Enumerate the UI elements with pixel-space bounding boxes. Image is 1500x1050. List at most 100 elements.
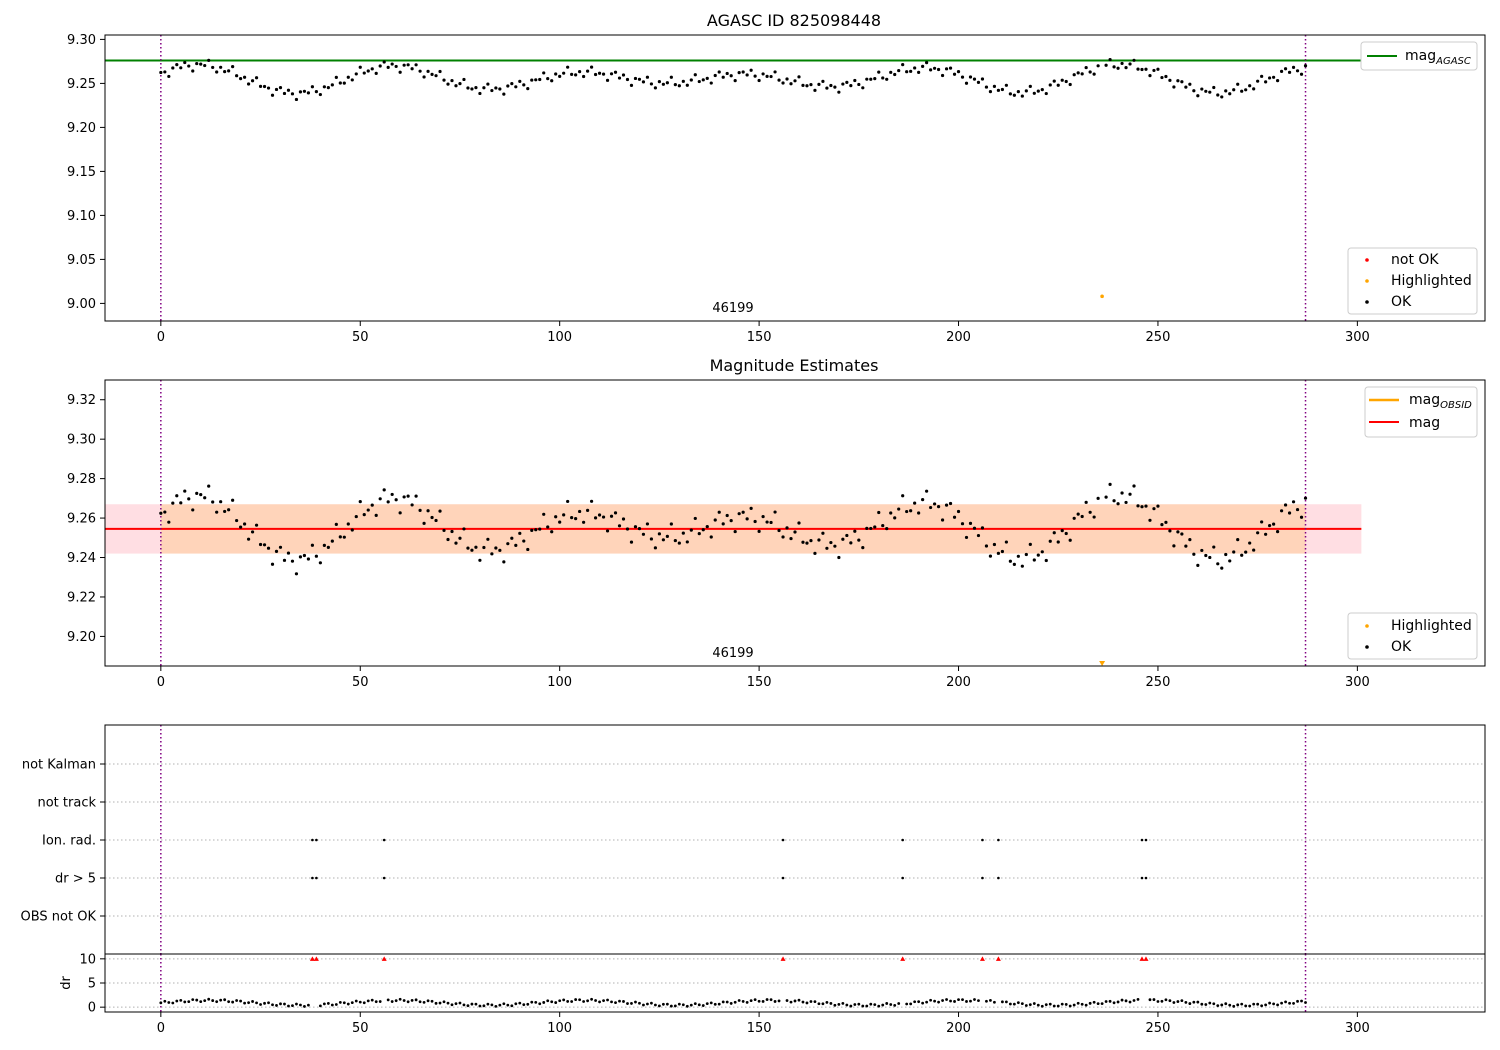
ok-point <box>1200 548 1204 553</box>
ok-point <box>506 542 510 546</box>
dr-point <box>1056 1004 1060 1008</box>
ok-point <box>374 513 378 517</box>
ok-point <box>254 76 259 80</box>
ok-point <box>1188 82 1192 86</box>
ok-point <box>697 532 701 536</box>
ok-point <box>342 535 346 539</box>
ok-point <box>434 74 438 78</box>
ok-point <box>685 540 689 544</box>
x-tick-label: 0 <box>157 330 165 345</box>
ok-point <box>837 90 841 94</box>
dr-point <box>1156 1000 1160 1003</box>
ok-point <box>203 496 207 500</box>
dr-point <box>522 1003 526 1007</box>
dr-point <box>494 1004 498 1008</box>
dr-point <box>837 1002 841 1006</box>
dr-clipped-point <box>309 956 315 961</box>
dr-point <box>482 1004 486 1008</box>
dr-point <box>546 999 550 1003</box>
ok-point <box>450 78 454 83</box>
dr-point <box>251 1000 254 1003</box>
ok-point <box>298 555 303 559</box>
dr-point <box>801 1000 805 1004</box>
ok-point <box>310 543 314 547</box>
dr-point <box>949 999 952 1003</box>
ok-point <box>242 522 247 526</box>
ok-point <box>821 531 825 535</box>
ok-point <box>925 61 929 65</box>
dr-point <box>945 998 948 1001</box>
ok-point <box>286 88 291 92</box>
highlighted-point <box>1099 661 1106 667</box>
ok-point <box>538 527 542 531</box>
dr-point <box>414 998 418 1002</box>
ok-point <box>1188 538 1192 542</box>
dr-point <box>1116 1000 1120 1004</box>
ok-point <box>960 522 965 526</box>
dr-point <box>239 999 243 1003</box>
ok-point <box>578 70 582 74</box>
ok-point <box>721 522 725 526</box>
ok-point <box>657 532 661 536</box>
ok-point <box>936 505 941 509</box>
dr-point <box>1068 1004 1072 1008</box>
legend-marker-not-ok <box>1365 258 1369 262</box>
flag-point <box>382 838 386 842</box>
dr-point <box>534 1001 538 1004</box>
ok-point <box>1208 90 1212 94</box>
ok-point <box>1287 70 1292 74</box>
ok-point <box>717 510 721 514</box>
ok-point <box>633 76 638 81</box>
ok-point <box>534 528 538 532</box>
ok-point <box>518 79 522 84</box>
dr-point <box>646 1002 649 1006</box>
ok-point <box>442 528 446 533</box>
ok-point <box>753 74 757 78</box>
ok-point <box>641 532 646 536</box>
ok-point <box>1180 80 1184 84</box>
ok-point <box>1256 79 1260 83</box>
dr-point <box>661 1002 665 1006</box>
ok-point <box>913 501 917 505</box>
dr-point <box>1164 998 1168 1002</box>
ok-point <box>733 529 737 534</box>
ok-point <box>410 503 414 507</box>
ok-point <box>1268 76 1272 80</box>
ok-point <box>1291 500 1296 504</box>
ok-point <box>334 75 338 79</box>
ok-point <box>893 516 897 520</box>
ok-point <box>514 543 518 548</box>
ok-point <box>274 549 279 553</box>
ok-point <box>514 85 518 89</box>
ok-point <box>1176 530 1180 534</box>
ok-point <box>195 61 199 66</box>
dr-point <box>1180 999 1184 1003</box>
dr-point <box>929 998 933 1002</box>
ok-point <box>322 543 326 548</box>
ok-point <box>306 91 311 95</box>
ok-point <box>921 498 925 502</box>
dr-point <box>390 1000 394 1003</box>
ok-point <box>235 74 239 78</box>
ok-point <box>462 527 466 531</box>
ok-point <box>366 508 370 512</box>
ok-point <box>1036 89 1040 93</box>
dr-point <box>1300 999 1303 1003</box>
dr-clipped-point <box>979 956 985 961</box>
ok-point <box>1160 523 1164 527</box>
ok-point <box>1264 532 1268 536</box>
legend-marker-ok <box>1365 645 1369 649</box>
ok-point <box>625 527 630 531</box>
ok-point <box>909 509 913 513</box>
dr-point <box>1292 1002 1295 1005</box>
dr-point <box>299 1003 302 1007</box>
dr-point <box>825 1000 829 1004</box>
ok-point <box>1084 65 1088 70</box>
ok-point <box>897 68 901 73</box>
ok-point <box>1120 61 1124 66</box>
dr-point <box>1196 1000 1200 1004</box>
dr-point <box>961 998 964 1002</box>
dr-point <box>1244 1004 1248 1008</box>
ok-point <box>773 510 777 514</box>
ok-point <box>1056 83 1060 87</box>
